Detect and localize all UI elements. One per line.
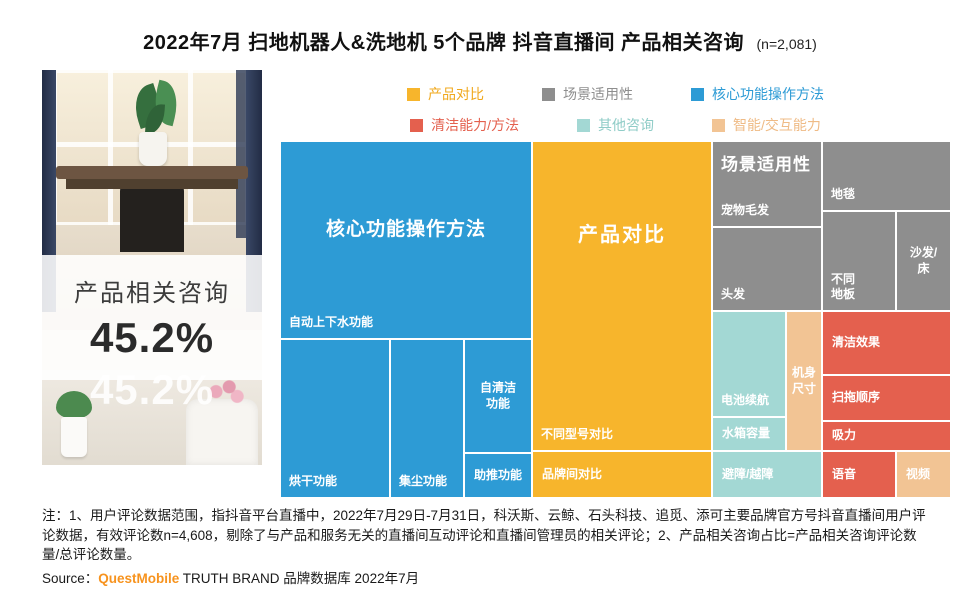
treemap-block-sofa-bed: 沙发/床 (897, 212, 950, 310)
legend-item-cleaning: 清洁能力/方法 (410, 115, 519, 135)
treemap-label-hair: 头发 (721, 287, 746, 302)
hero-image: 产品相关咨询 45.2% 45.2% (42, 70, 262, 465)
chart-legend: 产品对比 场景适用性 核心功能操作方法 清洁能力/方法 其他咨询 智能 (281, 84, 950, 146)
treemap-label-obstacle: 避障/越障 (722, 466, 774, 481)
legend-label: 智能/交互能力 (733, 117, 821, 133)
treemap-label-water-tank: 水箱容量 (722, 426, 771, 441)
legend-label: 其他咨询 (598, 117, 654, 133)
photo-table (66, 179, 238, 189)
highlight-ghost-value: 45.2% (89, 366, 215, 413)
treemap-label-body-size: 机身尺寸 (791, 365, 816, 395)
treemap-block-body-size: 机身尺寸 (787, 312, 821, 450)
treemap-label-sofa-bed: 沙发/床 (909, 245, 938, 275)
treemap-label-drying: 烘干功能 (289, 474, 338, 489)
photo-table (56, 166, 248, 179)
treemap-label-auto-water: 自动上下水功能 (289, 315, 374, 330)
photo-white-chair (186, 399, 258, 465)
photo-curtain-right (246, 70, 262, 312)
treemap-block-self-cleaning: 自清洁功能 (465, 340, 531, 452)
legend-row-2: 清洁能力/方法 其他咨询 智能/交互能力 (281, 115, 950, 135)
legend-label: 清洁能力/方法 (431, 117, 519, 133)
legend-item-core-functions: 核心功能操作方法 (691, 84, 824, 104)
treemap-block-dust-collection: 集尘功能 (391, 340, 463, 497)
treemap-label-video: 视频 (906, 466, 931, 481)
photo-chair (120, 182, 184, 252)
page-title: 2022年7月 扫地机器人&洗地机 5个品牌 抖音直播间 产品相关咨询 (n=2… (0, 26, 960, 55)
treemap-block-boost: 助推功能 (465, 454, 531, 497)
group-title-scene: 场景适用性 (721, 155, 811, 174)
highlight-label: 产品相关咨询 (74, 280, 230, 307)
treemap-block-sweep-mop-order: 扫拖顺序 (823, 376, 950, 420)
treemap-label-suction: 吸力 (832, 428, 857, 443)
treemap-block-brand-compare: 品牌间对比 (533, 452, 711, 497)
group-title-core-functions: 核心功能操作方法 (325, 219, 486, 240)
treemap-block-drying: 烘干功能 (281, 340, 389, 497)
treemap-label-sweep-mop-order: 扫拖顺序 (832, 390, 881, 405)
treemap-label-boost: 助推功能 (473, 467, 522, 482)
treemap-block-hair: 头发 (713, 228, 821, 310)
treemap-block-scene-pet-hair: 场景适用性 宠物毛发 (713, 142, 821, 226)
source-prefix: Source： (42, 571, 99, 586)
photo-small-plant (56, 391, 92, 419)
treemap-block-product-compare: 产品对比 不同型号对比 (533, 142, 711, 450)
legend-item-smart: 智能/交互能力 (712, 115, 821, 135)
photo-window-mullion (108, 70, 113, 225)
source-line: Source：QuestMobile TRUTH BRAND 品牌数据库 202… (42, 567, 419, 587)
treemap-label-brand-compare: 品牌间对比 (542, 466, 603, 481)
legend-item-other: 其他咨询 (577, 115, 654, 135)
source-brand: QuestMobile (98, 571, 180, 586)
treemap-block-floor-types: 不同地板 (823, 212, 895, 310)
legend-swatch-blue-icon (691, 87, 704, 101)
treemap-block-suction: 吸力 (823, 422, 950, 450)
page-title-text: 2022年7月 扫地机器人&洗地机 5个品牌 抖音直播间 产品相关咨询 (143, 32, 745, 54)
treemap-block-obstacle: 避障/越障 (713, 452, 821, 497)
legend-label: 场景适用性 (563, 86, 633, 102)
treemap-label-carpet: 地毯 (831, 187, 856, 202)
treemap-label-floor-types: 不同地板 (831, 271, 856, 302)
treemap-block-video: 视频 (897, 452, 950, 497)
legend-swatch-red-icon (410, 118, 424, 132)
legend-swatch-gray-icon (542, 87, 555, 101)
treemap-block-carpet: 地毯 (823, 142, 950, 210)
treemap-block-voice: 语音 (823, 452, 895, 497)
legend-label: 核心功能操作方法 (712, 86, 824, 102)
treemap-label-pet-hair: 宠物毛发 (721, 203, 770, 218)
legend-swatch-peach-icon (712, 118, 725, 132)
legend-label: 产品对比 (428, 86, 484, 102)
legend-swatch-teal-icon (577, 118, 590, 132)
photo-curtain-left (42, 70, 56, 312)
treemap-block-cleaning-effect: 清洁效果 (823, 312, 950, 374)
sample-size-label: (n=2,081) (756, 36, 817, 52)
treemap-label-voice: 语音 (832, 466, 857, 481)
photo-small-plant-pot (61, 417, 87, 457)
treemap-label-model-compare: 不同型号对比 (541, 427, 614, 442)
treemap-block-battery: 电池续航 (713, 312, 785, 416)
source-suffix: TRUTH BRAND 品牌数据库 2022年7月 (179, 571, 420, 586)
photo-window-mullion (188, 70, 193, 225)
footnote: 注：1、用户评论数据范围，指抖音平台直播中，2022年7月29日-7月31日，科… (42, 508, 926, 563)
highlight-value: 45.2% (89, 314, 215, 361)
photo-plant-pot (139, 132, 167, 166)
group-title-product-compare: 产品对比 (578, 224, 666, 246)
treemap-label-battery: 电池续航 (721, 393, 770, 408)
photo-flowers (206, 379, 246, 407)
legend-swatch-yellow-icon (407, 87, 420, 101)
treemap-label-dust-collection: 集尘功能 (399, 474, 448, 489)
photo-curtain-right (236, 70, 246, 238)
legend-item-scene: 场景适用性 (542, 84, 633, 104)
treemap-label-self-cleaning: 自清洁功能 (479, 380, 516, 410)
treemap-block-water-tank: 水箱容量 (713, 418, 785, 450)
treemap-block-core-functions: 核心功能操作方法 自动上下水功能 (281, 142, 531, 338)
highlight-card: 产品相关咨询 45.2% (42, 255, 262, 380)
treemap: 核心功能操作方法 自动上下水功能 烘干功能 集尘功能 自清洁功能 助推功能 产品… (281, 142, 950, 497)
legend-item-product-compare: 产品对比 (407, 84, 484, 104)
treemap-label-cleaning-effect: 清洁效果 (832, 335, 881, 350)
legend-row-1: 产品对比 场景适用性 核心功能操作方法 (281, 84, 950, 104)
